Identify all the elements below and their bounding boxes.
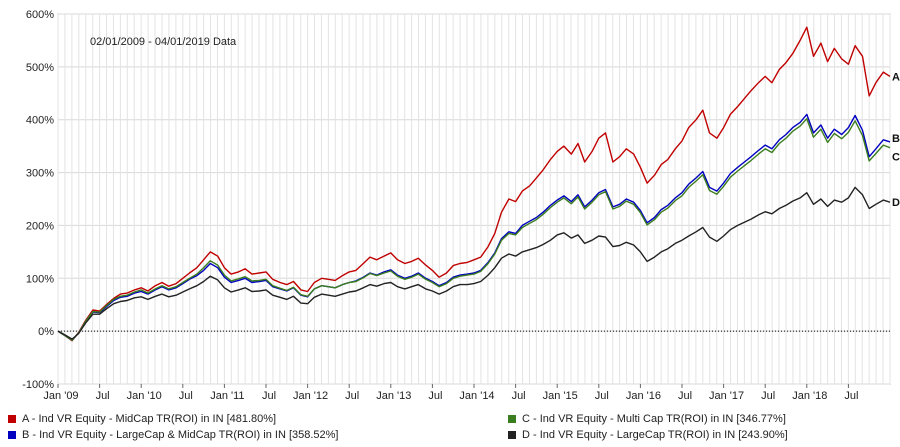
y-tick-label: -100% — [22, 379, 54, 391]
x-tick-label: Jul — [844, 390, 858, 402]
x-tick-label: Jul — [345, 390, 359, 402]
x-tick-label: Jan '09 — [43, 390, 78, 402]
x-tick-label: Jan '16 — [626, 390, 661, 402]
x-tick-label: Jan '12 — [293, 390, 328, 402]
series-line-a — [57, 26, 891, 342]
x-tick-label: Jan '14 — [459, 390, 494, 402]
x-tick-label: Jan '18 — [792, 390, 827, 402]
series-end-label-d: D — [892, 197, 900, 209]
x-tick-label: Jul — [428, 390, 442, 402]
x-tick-label: Jul — [761, 390, 775, 402]
y-axis-ticks: 600% 500% 400% 300% 200% 100% 0% -100% — [22, 9, 54, 391]
y-tick-label: 100% — [26, 273, 54, 285]
legend-item-d: D - Ind VR Equity - LargeCap TR(ROI) in … — [508, 429, 788, 441]
x-tick-label: Jul — [512, 390, 526, 402]
x-tick-label: Jan '10 — [127, 390, 162, 402]
x-axis-ticks: Jan '09 Jul Jan '10 Jul Jan '11 Jul Jan '12 Jul… — [43, 384, 858, 402]
series-line-b — [57, 113, 891, 341]
legend-swatch-d — [508, 431, 516, 439]
x-tick-label: Jan '13 — [376, 390, 411, 402]
x-tick-label: Jul — [678, 390, 692, 402]
x-tick-label: Jul — [179, 390, 193, 402]
y-tick-label: 600% — [26, 9, 54, 21]
series-group — [57, 26, 891, 342]
x-tick-label: Jan '11 — [210, 390, 244, 402]
date-range-annotation: 02/01/2009 - 04/01/2019 Data — [90, 36, 237, 48]
grid — [57, 13, 891, 385]
x-tick-label: Jan '15 — [543, 390, 578, 402]
series-line-c — [57, 118, 891, 341]
x-tick-label: Jan '17 — [709, 390, 744, 402]
legend-swatch-a — [8, 415, 16, 423]
y-tick-label: 400% — [26, 115, 54, 127]
series-line-d — [57, 186, 891, 340]
y-tick-label: 0% — [38, 326, 54, 338]
x-tick-label: Jul — [96, 390, 110, 402]
legend-item-a: A - Ind VR Equity - MidCap TR(ROI) in IN… — [8, 413, 276, 425]
series-end-labels: A BC D — [892, 71, 900, 209]
legend-label-a: A - Ind VR Equity - MidCap TR(ROI) in IN… — [22, 413, 277, 425]
series-end-label-b: B — [892, 133, 900, 145]
y-tick-label: 500% — [26, 62, 54, 74]
x-tick-label: Jul — [595, 390, 609, 402]
legend-label-b: B - Ind VR Equity - LargeCap & MidCap TR… — [22, 429, 339, 441]
x-tick-label: Jul — [262, 390, 276, 402]
legend-item-c: C - Ind VR Equity - Multi Cap TR(ROI) in… — [508, 413, 786, 425]
y-tick-label: 300% — [26, 168, 54, 180]
series-end-label-c: C — [892, 152, 900, 164]
legend-label-d: D - Ind VR Equity - LargeCap TR(ROI) in … — [522, 429, 788, 441]
y-tick-label: 200% — [26, 220, 54, 232]
legend-swatch-b — [8, 431, 16, 439]
legend: A - Ind VR Equity - MidCap TR(ROI) in IN… — [8, 409, 892, 445]
legend-swatch-c — [508, 415, 516, 423]
series-end-label-a: A — [892, 71, 900, 83]
legend-item-b: B - Ind VR Equity - LargeCap & MidCap TR… — [8, 429, 338, 441]
legend-label-c: C - Ind VR Equity - Multi Cap TR(ROI) in… — [522, 413, 786, 425]
